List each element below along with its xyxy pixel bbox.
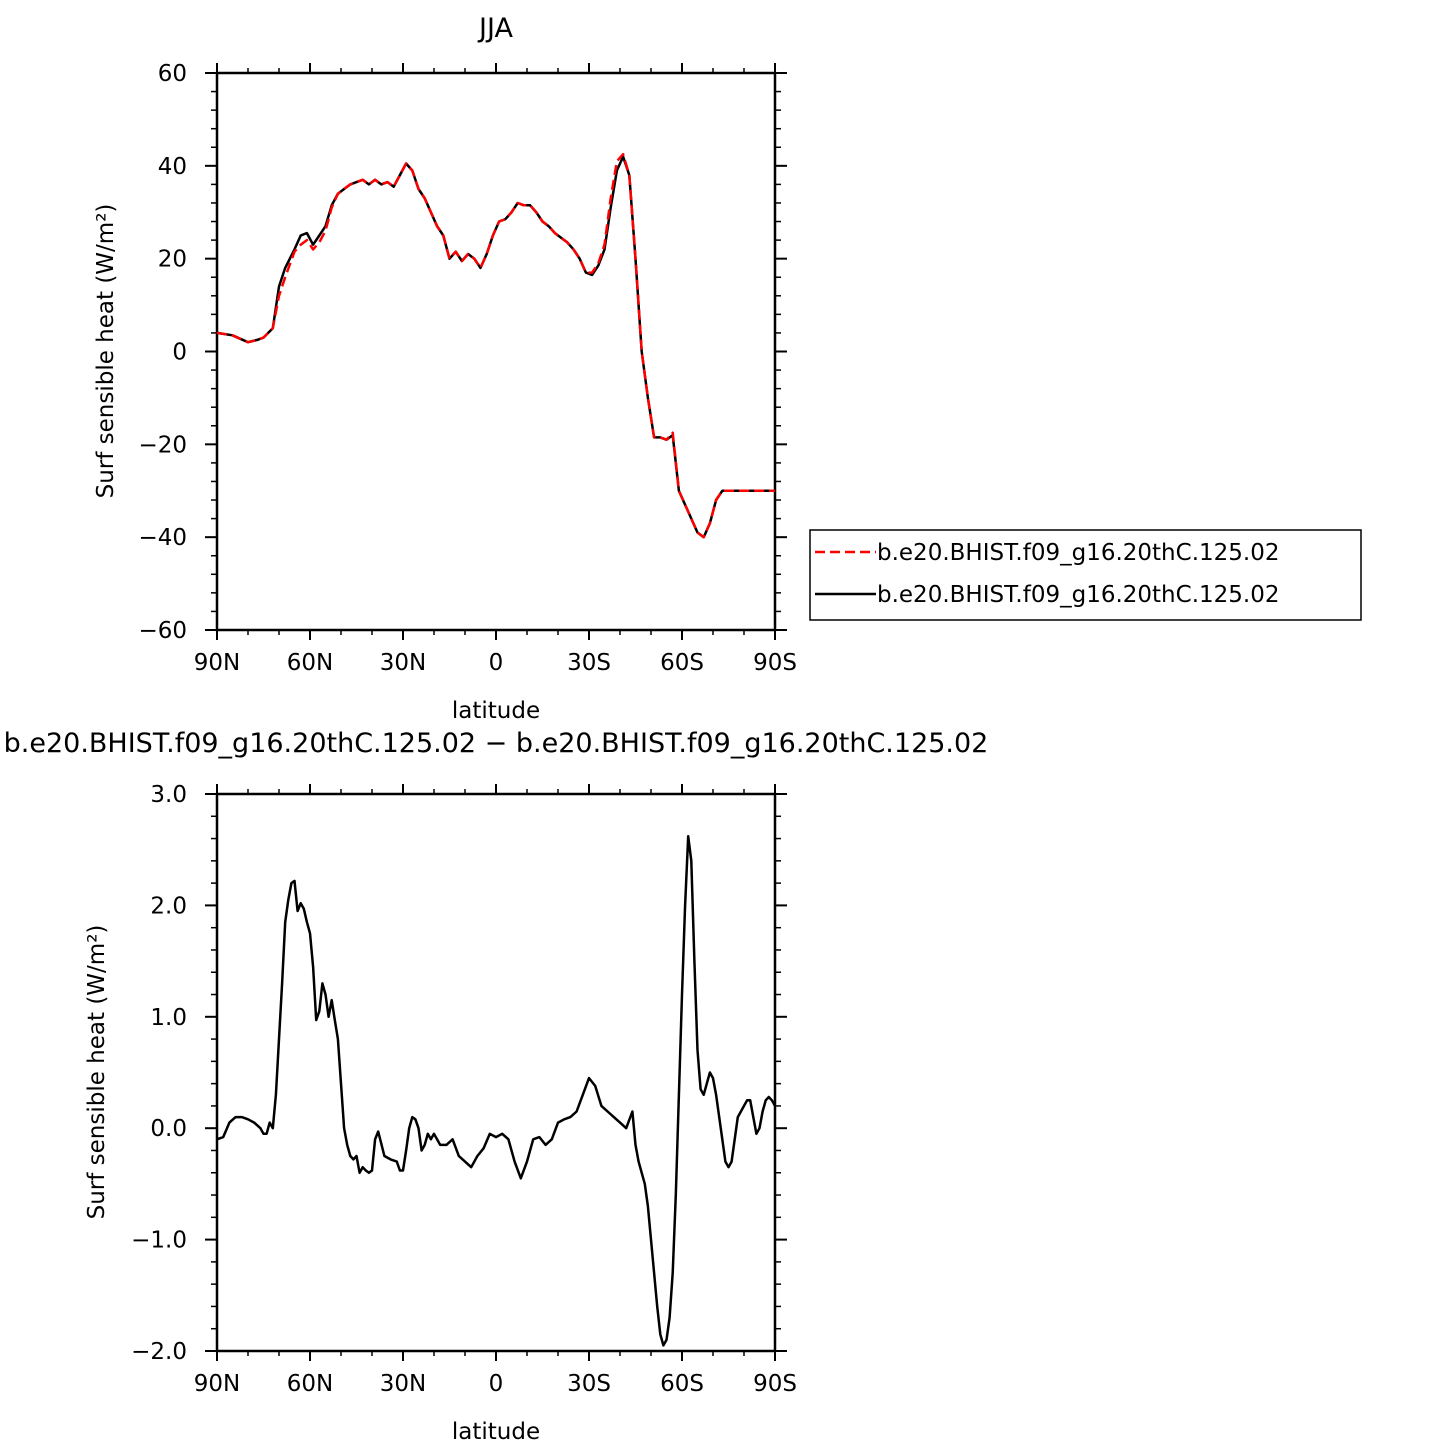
top-chart-x-tick-label: 90S xyxy=(753,650,797,676)
bottom-chart-y-tick-labels: −2.0 −1.0 0.0 1.0 2.0 3.0 xyxy=(131,782,187,1365)
bottom-chart-x-tick-label: 60N xyxy=(287,1371,333,1397)
top-chart-x-tick-label: 60S xyxy=(660,650,704,676)
top-chart-series-line-2 xyxy=(216,155,775,539)
bottom-chart-x-tick-label: 30N xyxy=(380,1371,426,1397)
bottom-chart-x-tick-label: 90N xyxy=(194,1371,240,1397)
legend: b.e20.BHIST.f09_g16.20thC.125.02 b.e20.B… xyxy=(809,529,1362,621)
bottom-chart-series xyxy=(216,835,777,1347)
top-chart-series-line-1 xyxy=(216,152,775,539)
top-chart-x-tick-label: 30N xyxy=(380,650,426,676)
bottom-chart-x-tick-label: 90S xyxy=(753,1371,797,1397)
top-chart-y-tick-label: −20 xyxy=(138,432,187,458)
top-chart-panel: JJA 90N 60N 30N 0 30S 60S 90S −60 −40 −20 0 20 40 60… xyxy=(93,13,797,724)
bottom-chart-panel: b.e20.BHIST.f09_g16.20thC.125.02 − b.e20… xyxy=(4,728,989,1445)
top-chart-x-tick-label: 60N xyxy=(287,650,333,676)
bottom-chart-x-tick-label: 60S xyxy=(660,1371,704,1397)
top-chart-x-tick-labels: 90N 60N 30N 0 30S 60S 90S xyxy=(194,650,797,676)
top-chart-title: JJA xyxy=(477,13,513,44)
top-chart-x-tick-label: 30S xyxy=(567,650,611,676)
top-chart-y-tick-label: 60 xyxy=(158,61,187,87)
bottom-chart-y-tick-label: 2.0 xyxy=(150,893,187,919)
bottom-chart-y-tick-label: −1.0 xyxy=(131,1228,187,1254)
bottom-chart-x-tick-label: 30S xyxy=(567,1371,611,1397)
top-chart-ticks xyxy=(205,63,787,640)
top-chart-y-tick-labels: −60 −40 −20 0 20 40 60 xyxy=(138,61,187,644)
top-chart-y-tick-label: 40 xyxy=(158,154,187,180)
bottom-chart-x-tick-label: 0 xyxy=(489,1371,504,1397)
legend-label-series-1: b.e20.BHIST.f09_g16.20thC.125.02 xyxy=(877,540,1279,566)
top-chart-x-tick-label: 0 xyxy=(489,650,504,676)
top-chart-y-tick-label: −40 xyxy=(138,525,187,551)
bottom-chart-x-axis-label: latitude xyxy=(452,1419,540,1445)
bottom-chart-x-tick-labels: 90N 60N 30N 0 30S 60S 90S xyxy=(194,1371,797,1397)
bottom-chart-title: b.e20.BHIST.f09_g16.20thC.125.02 − b.e20… xyxy=(4,728,989,759)
legend-label-series-2: b.e20.BHIST.f09_g16.20thC.125.02 xyxy=(877,582,1279,608)
top-chart-x-axis-label: latitude xyxy=(452,698,540,724)
top-chart-y-axis-label: Surf sensible heat (W/m²) xyxy=(93,204,119,499)
top-chart-y-tick-label: 0 xyxy=(172,340,187,366)
top-chart-series xyxy=(216,152,775,539)
top-chart-y-tick-label: 20 xyxy=(158,247,187,273)
top-chart-x-tick-label: 90N xyxy=(194,650,240,676)
bottom-chart-ticks xyxy=(205,784,787,1361)
bottom-chart-y-tick-label: 3.0 xyxy=(150,782,187,808)
bottom-chart-series-line-1 xyxy=(216,835,777,1347)
bottom-chart-y-tick-label: −2.0 xyxy=(131,1339,187,1365)
top-chart-frame xyxy=(215,71,777,632)
legend-box xyxy=(809,529,1362,621)
top-chart-y-tick-label: −60 xyxy=(138,618,187,644)
bottom-chart-y-axis-label: Surf sensible heat (W/m²) xyxy=(84,925,110,1220)
bottom-chart-y-tick-label: 1.0 xyxy=(150,1005,187,1031)
bottom-chart-y-tick-label: 0.0 xyxy=(150,1116,187,1142)
